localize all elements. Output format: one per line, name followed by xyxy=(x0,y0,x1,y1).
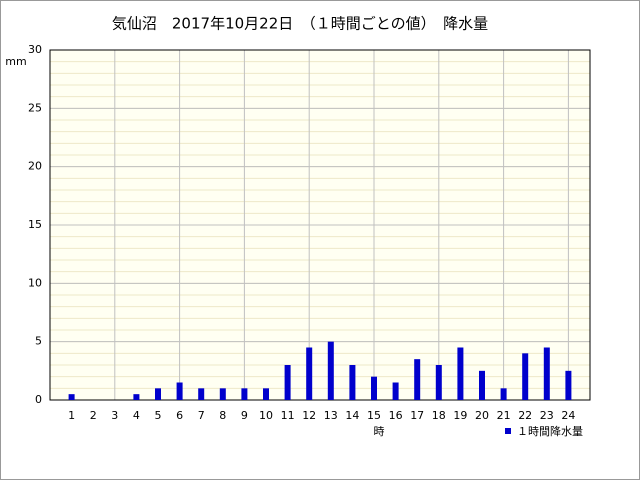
x-tick-label: 23 xyxy=(540,409,554,422)
bar xyxy=(133,394,140,400)
bar xyxy=(306,347,313,400)
y-tick-label: 0 xyxy=(35,393,42,406)
x-tick-label: 13 xyxy=(324,409,338,422)
bar xyxy=(284,365,291,400)
bar xyxy=(349,365,356,400)
bar xyxy=(435,365,442,400)
x-tick-label: 21 xyxy=(497,409,511,422)
bar xyxy=(457,347,464,400)
bar xyxy=(198,388,205,400)
x-axis-label: 時 xyxy=(374,425,385,438)
x-tick-label: 2 xyxy=(90,409,97,422)
y-tick-label: 25 xyxy=(28,101,42,114)
bar xyxy=(565,370,572,400)
x-tick-label: 14 xyxy=(345,409,359,422)
y-tick-label: 20 xyxy=(28,160,42,173)
x-tick-label: 10 xyxy=(259,409,273,422)
x-tick-label: 4 xyxy=(133,409,140,422)
bar xyxy=(479,370,485,400)
bar xyxy=(392,382,399,400)
plot-border xyxy=(49,49,591,401)
x-tick-label: 24 xyxy=(561,409,575,422)
x-tick-label: 8 xyxy=(219,409,226,422)
x-tick-label: 3 xyxy=(111,409,118,422)
x-tick-label: 15 xyxy=(367,409,381,422)
bar xyxy=(219,388,226,400)
legend-label: １時間降水量 xyxy=(517,424,583,438)
bar xyxy=(241,388,248,400)
bar xyxy=(68,394,75,400)
bar xyxy=(414,359,421,400)
bar xyxy=(522,353,529,400)
bar xyxy=(371,376,377,400)
x-tick-label: 1 xyxy=(68,409,75,422)
bar xyxy=(500,388,507,400)
legend-swatch xyxy=(505,428,511,434)
x-tick-label: 11 xyxy=(281,409,295,422)
bar xyxy=(263,388,269,400)
y-tick-label: 15 xyxy=(28,218,42,231)
chart-title: 気仙沼 2017年10月22日 （１時間ごとの値） 降水量 xyxy=(112,15,488,33)
bar xyxy=(327,341,334,400)
x-tick-label: 12 xyxy=(302,409,316,422)
x-tick-label: 22 xyxy=(518,409,532,422)
x-tick-label: 9 xyxy=(241,409,248,422)
x-tick-label: 7 xyxy=(198,409,205,422)
y-unit: mm xyxy=(5,55,26,68)
x-tick-label: 20 xyxy=(475,409,489,422)
bar xyxy=(176,382,183,400)
x-tick-label: 18 xyxy=(432,409,446,422)
y-tick-label: 10 xyxy=(28,276,42,289)
x-tick-label: 6 xyxy=(176,409,183,422)
bar xyxy=(155,388,161,400)
x-tick-label: 16 xyxy=(389,409,403,422)
x-tick-label: 19 xyxy=(453,409,467,422)
y-tick-label: 30 xyxy=(28,43,42,56)
y-tick-label: 5 xyxy=(35,335,42,348)
x-tick-label: 17 xyxy=(410,409,424,422)
bar xyxy=(543,347,550,400)
x-tick-label: 5 xyxy=(155,409,162,422)
